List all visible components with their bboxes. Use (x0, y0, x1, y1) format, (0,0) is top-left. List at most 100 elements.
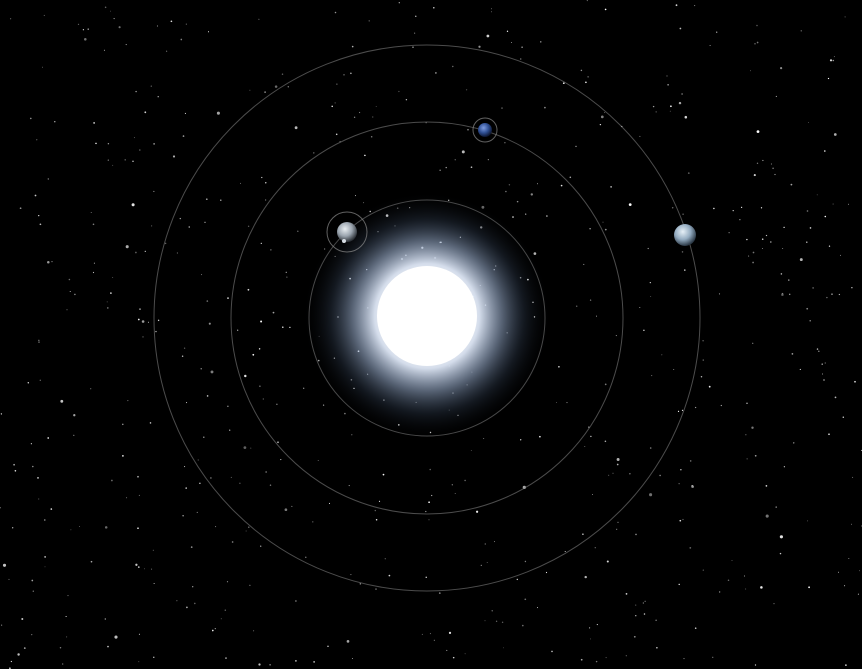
star (42, 66, 44, 68)
star (445, 166, 447, 169)
star (95, 142, 97, 145)
star (355, 195, 356, 197)
star (62, 663, 64, 665)
star (139, 308, 141, 310)
star (374, 509, 376, 512)
star (143, 568, 145, 570)
star (90, 560, 93, 563)
star (431, 494, 433, 497)
star (681, 409, 684, 412)
star (589, 228, 591, 230)
star (414, 32, 416, 34)
star (210, 477, 212, 479)
star (429, 468, 432, 471)
star (90, 388, 92, 390)
star (327, 645, 329, 647)
moon (342, 239, 346, 243)
star (104, 618, 106, 620)
star (114, 635, 118, 639)
star (10, 660, 13, 663)
star (673, 368, 675, 371)
star (126, 497, 128, 499)
star (258, 663, 261, 666)
star (336, 83, 338, 85)
star (201, 274, 203, 276)
star (604, 383, 607, 386)
star (816, 194, 818, 196)
star (575, 145, 577, 148)
star (184, 112, 186, 114)
star (29, 117, 32, 120)
star (398, 90, 400, 93)
star (184, 466, 186, 468)
sun[interactable] (302, 191, 552, 441)
star (629, 473, 631, 475)
star (203, 436, 205, 439)
star (821, 363, 823, 365)
star (740, 206, 743, 209)
star (220, 199, 222, 201)
planet-blue[interactable] (472, 117, 498, 143)
star (546, 215, 548, 217)
star (628, 203, 632, 206)
star (186, 402, 188, 404)
star (82, 29, 85, 31)
star (229, 429, 231, 431)
star (745, 588, 747, 590)
star (452, 65, 454, 68)
star (50, 508, 53, 510)
star (824, 215, 827, 218)
star (124, 159, 126, 161)
star (545, 571, 548, 574)
star (606, 560, 609, 563)
star (204, 221, 206, 223)
star (592, 493, 594, 495)
star (135, 90, 137, 93)
star (38, 339, 40, 341)
star (739, 219, 741, 221)
star (166, 50, 168, 52)
star (564, 550, 566, 553)
star (684, 269, 686, 271)
star (260, 545, 262, 547)
star (516, 578, 519, 581)
star (824, 150, 826, 152)
star (438, 592, 441, 594)
star (193, 602, 196, 605)
star (501, 107, 503, 109)
star (633, 635, 636, 638)
star (226, 581, 229, 583)
star (103, 49, 105, 51)
planet-gray-moon[interactable] (326, 211, 368, 253)
star (131, 203, 135, 207)
star (524, 560, 527, 563)
star (135, 251, 137, 254)
star (182, 515, 184, 517)
star (780, 273, 783, 275)
star (0, 413, 3, 415)
star (227, 405, 229, 407)
star (746, 458, 748, 460)
star (93, 262, 95, 264)
star (806, 210, 809, 212)
star (465, 89, 468, 91)
planet-pale-blue[interactable] (674, 224, 696, 246)
star (179, 217, 182, 220)
star (470, 449, 472, 451)
star (806, 241, 808, 243)
star (216, 111, 220, 115)
star (775, 95, 777, 97)
star (823, 379, 825, 381)
star (651, 375, 653, 377)
star (153, 143, 156, 145)
star (754, 42, 756, 45)
star (599, 123, 602, 126)
star (647, 247, 649, 250)
star (269, 484, 272, 486)
star (625, 593, 628, 595)
star (828, 433, 830, 436)
sun-core (377, 266, 477, 366)
star (259, 385, 261, 387)
star (9, 18, 12, 20)
